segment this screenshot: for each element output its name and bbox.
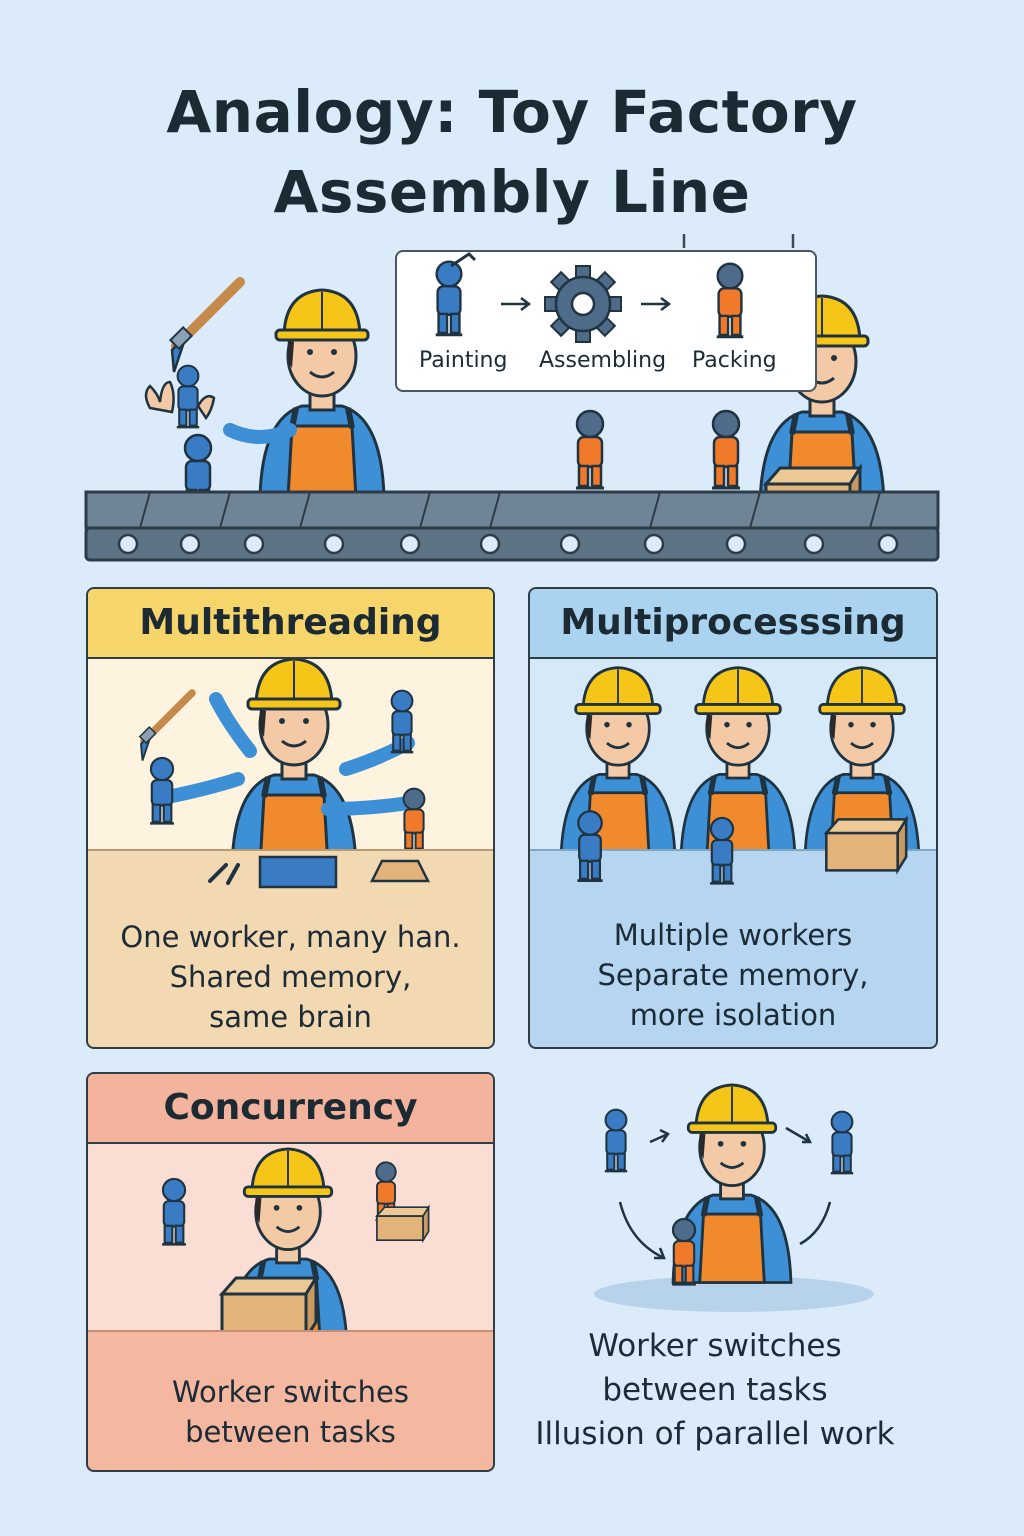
multithreading-illustration	[88, 659, 493, 851]
page-title: Analogy: Toy Factory Assembly Line	[0, 72, 1024, 232]
concurrency-illustration	[88, 1144, 493, 1332]
task-switching-description: Worker switches between tasks Illusion o…	[520, 1324, 910, 1456]
multiprocessing-heading: Multiprocesssing	[530, 589, 936, 659]
switch-arrow-icon	[618, 1126, 832, 1260]
multithreading-line-1: One worker, many han.	[120, 920, 461, 954]
pipeline-step-packing: Packing	[692, 348, 777, 373]
gear-icon	[544, 265, 622, 343]
multiprocessing-toys	[576, 809, 908, 885]
multiprocessing-line-3: more isolation	[629, 998, 837, 1032]
arrow-right-icon	[641, 297, 672, 311]
task-switching-illustration	[594, 1066, 874, 1312]
multithreading-line-2: Shared memory,	[169, 960, 412, 994]
concurrency-line-2: between tasks	[185, 1415, 396, 1449]
toy-figure-on-belt-3	[710, 409, 742, 490]
pipeline-step-painting: Painting	[419, 348, 508, 373]
multithreading-line-3: same brain	[209, 1000, 372, 1034]
title-line-2: Assembly Line	[273, 158, 751, 226]
multiprocessing-line-2: Separate memory,	[597, 958, 869, 992]
assembly-line-scene	[84, 234, 940, 562]
title-line-1: Analogy: Toy Factory	[166, 78, 858, 146]
pipeline-step-assembling: Assembling	[539, 348, 667, 373]
multiprocessing-description: Multiple workers Separate memory, more i…	[530, 915, 936, 1035]
multithreading-panel: Multithreading One worker, many han. Sha…	[86, 587, 495, 1049]
concurrency-description: Worker switches between tasks	[88, 1372, 493, 1452]
conveyor-belt	[84, 490, 940, 562]
switching-line-3: Illusion of parallel work	[535, 1416, 895, 1452]
paintbrush-icon	[170, 282, 240, 372]
concurrency-heading: Concurrency	[88, 1074, 493, 1144]
switching-line-2: between tasks	[602, 1372, 828, 1408]
multiprocessing-panel: Multiprocesssing Multiple workers Separa…	[528, 587, 938, 1049]
concurrency-line-1: Worker switches	[172, 1375, 409, 1409]
work-tools-icon	[208, 855, 431, 889]
pipeline-legend: Painting Assembling Packing	[395, 250, 817, 392]
concurrency-panel: Concurrency Worker switches between task…	[86, 1072, 495, 1472]
painted-toy-icon	[434, 260, 464, 337]
multithreading-heading: Multithreading	[88, 589, 493, 659]
painter-worker-figure	[260, 290, 384, 498]
toy-figure-on-belt-2	[574, 409, 606, 490]
switching-line-1: Worker switches	[588, 1328, 842, 1364]
orange-toy-icon	[715, 262, 745, 339]
worker-hands-icon	[144, 380, 297, 444]
multiprocessing-line-1: Multiple workers	[613, 918, 853, 952]
arrow-right-icon	[501, 297, 532, 311]
toy-figure-being-painted	[175, 364, 201, 429]
multithreading-description: One worker, many han. Shared memory, sam…	[88, 917, 493, 1037]
